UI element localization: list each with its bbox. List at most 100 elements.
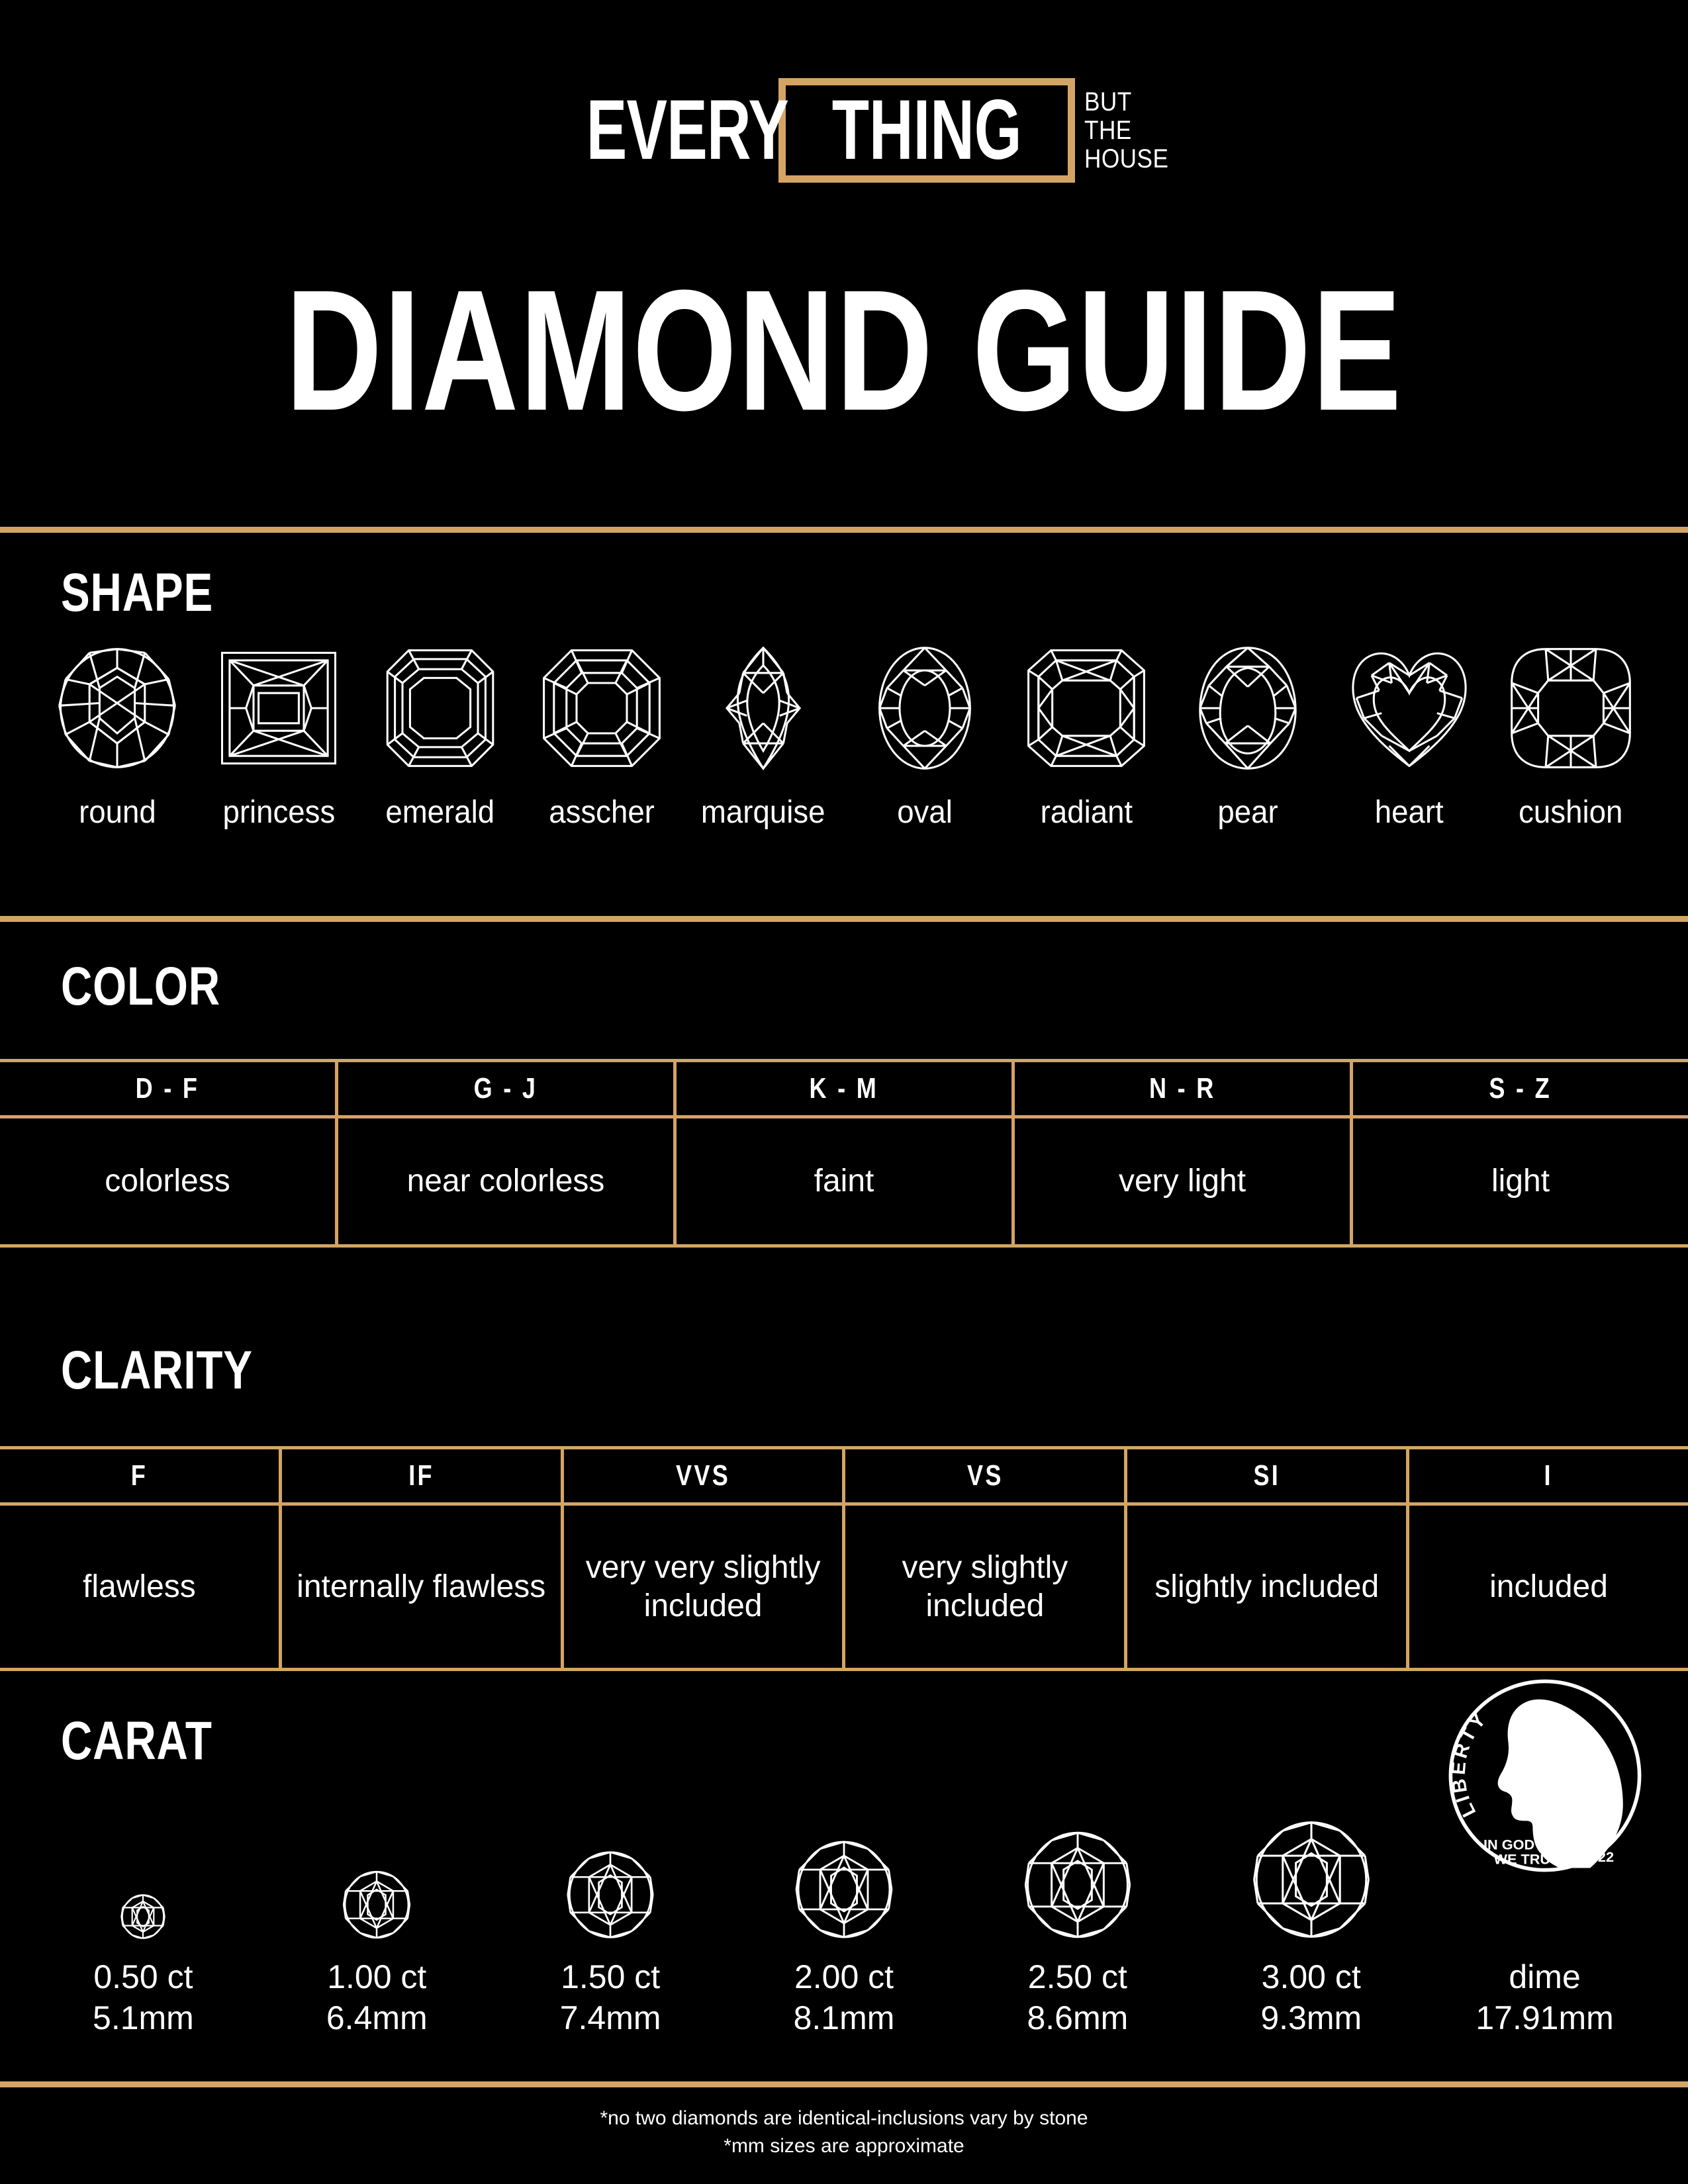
clarity-description-cell: included <box>1406 1506 1688 1668</box>
shape-row: round princess <box>36 642 1652 829</box>
round-brilliant-icon <box>120 1894 166 1939</box>
color-description-cell: very light <box>1011 1118 1350 1244</box>
carat-weight: dime <box>1509 1958 1581 1995</box>
color-table-body-row: colorless near colorless faint very ligh… <box>0 1118 1688 1244</box>
carat-weight: 1.00 ct <box>327 1958 427 1995</box>
carat-weight: 2.50 ct <box>1027 1958 1127 1995</box>
clarity-table-mid-line <box>0 1502 1688 1506</box>
clarity-description-cell: slightly included <box>1124 1506 1406 1668</box>
section-heading-carat-text: CARAT <box>61 1711 212 1771</box>
footer-note-1: *no two diamonds are identical-inclusion… <box>600 2107 1088 2129</box>
shape-label: marquise <box>701 795 825 830</box>
carat-size: 8.6mm <box>1027 1999 1129 2036</box>
clarity-grade-header: F <box>130 1459 148 1492</box>
divider-shape-top <box>0 527 1688 533</box>
dime-year: 2022 <box>1581 1848 1613 1865</box>
carat-weight: 2.00 ct <box>794 1958 894 1995</box>
clarity-grade-header: IF <box>278 1449 561 1502</box>
color-description-cell: near colorless <box>335 1118 673 1244</box>
carat-item: 1.00 ct 6.4mm <box>260 1721 494 2038</box>
shape-item-pear: pear <box>1167 642 1329 829</box>
section-heading-color-text: COLOR <box>61 956 220 1017</box>
color-table-bottom-line <box>0 1244 1688 1248</box>
logo-tagline: BUT THE HOUSE <box>1084 87 1169 173</box>
shape-item-round: round <box>36 642 198 829</box>
shape-item-princess: princess <box>198 642 359 829</box>
emerald-diamond-icon <box>386 649 494 767</box>
divider-footer-top <box>0 2081 1688 2087</box>
color-grade-header: G - J <box>335 1062 673 1115</box>
clarity-grade-header: SI <box>1124 1449 1406 1502</box>
clarity-description-cell: flawless <box>83 1569 196 1604</box>
clarity-description-cell: internally flawless <box>278 1506 561 1668</box>
carat-item: 2.00 ct 8.1mm <box>727 1721 961 2038</box>
round-brilliant-icon <box>343 1870 411 1939</box>
carat-size: 8.1mm <box>793 1999 895 2036</box>
dime-motto-line1: IN GOD <box>1483 1837 1534 1853</box>
logo-tagline-house: HOUSE <box>1084 144 1169 173</box>
shape-item-emerald: emerald <box>359 642 521 829</box>
round-brilliant-icon <box>1024 1831 1131 1938</box>
carat-size: 5.1mm <box>93 1999 194 2036</box>
shape-item-heart: heart <box>1329 642 1490 829</box>
color-grade-header: K - M <box>673 1062 1011 1115</box>
carat-item: 1.50 ct 7.4mm <box>494 1721 727 2038</box>
section-heading-shape-text: SHAPE <box>61 563 214 623</box>
shape-label: pear <box>1217 795 1278 830</box>
color-grade-header: N - R <box>1011 1062 1350 1115</box>
color-table-top-line <box>0 1059 1688 1062</box>
pear-diamond-icon <box>1199 647 1297 770</box>
carat-size: 6.4mm <box>326 1999 428 2036</box>
shape-item-oval: oval <box>844 642 1006 829</box>
shape-label: cushion <box>1519 795 1623 830</box>
shape-item-asscher: asscher <box>521 642 682 829</box>
color-table-header-row: D - F G - J K - M N - R S - Z <box>0 1062 1688 1115</box>
svg-text:LIBERTY: LIBERTY <box>1447 1707 1491 1821</box>
shape-label: round <box>78 795 156 830</box>
section-heading-carat: CARAT <box>61 1714 250 1768</box>
carat-item: 0.50 ct 5.1mm <box>26 1721 260 2038</box>
carat-weight: 1.50 ct <box>561 1958 661 1995</box>
carat-item-dime: LIBERTY IN GOD WE TRUST 2022 dime 17.91m… <box>1428 1679 1662 2038</box>
round-brilliant-icon <box>567 1851 654 1938</box>
shape-label: asscher <box>549 795 655 830</box>
section-heading-clarity-text: CLARITY <box>61 1340 253 1400</box>
carat-item: 3.00 ct 9.3mm <box>1194 1721 1428 2038</box>
shape-item-marquise: marquise <box>682 642 844 829</box>
round-brilliant-icon <box>795 1841 893 1938</box>
divider-color-top <box>0 916 1688 922</box>
page-title-text: DIAMOND GUIDE <box>285 255 1403 447</box>
oval-diamond-icon <box>878 647 971 770</box>
shape-label: princess <box>222 795 335 830</box>
carat-size: 9.3mm <box>1260 1999 1362 2036</box>
brand-logo: EVERY THING BUT THE HOUSE <box>0 78 1688 183</box>
carat-size: 7.4mm <box>559 1999 661 2036</box>
logo-tagline-but: BUT <box>1084 87 1132 116</box>
logo-accent-box: THING <box>778 78 1075 183</box>
color-grade-header: D - F <box>135 1072 200 1105</box>
cushion-diamond-icon <box>1511 648 1631 768</box>
clarity-table-top-line <box>0 1446 1688 1449</box>
page-title: DIAMOND GUIDE <box>0 265 1688 437</box>
color-table: D - F G - J K - M N - R S - Z colorless … <box>0 1059 1688 1248</box>
section-heading-color: COLOR <box>61 960 260 1014</box>
shape-item-radiant: radiant <box>1006 642 1167 829</box>
dime-motto-line2: WE TRUST <box>1493 1850 1569 1867</box>
shape-label: emerald <box>385 795 495 830</box>
carat-size: 17.91mm <box>1476 1999 1614 2036</box>
radiant-diamond-icon <box>1027 649 1145 767</box>
logo-tagline-the: THE <box>1084 115 1132 145</box>
clarity-grade-header: VS <box>842 1449 1124 1502</box>
round-brilliant-icon <box>1252 1821 1370 1938</box>
clarity-table-header-row: F IF VVS VS SI I <box>0 1449 1688 1502</box>
clarity-grade-header: I <box>1406 1449 1688 1502</box>
footer-notes: *no two diamonds are identical-inclusion… <box>0 2105 1688 2160</box>
carat-weight: 0.50 ct <box>93 1958 193 1995</box>
marquise-diamond-icon <box>725 646 802 771</box>
clarity-description-cell: very very slightly included <box>560 1506 843 1668</box>
logo-word-thing: THING <box>831 83 1022 177</box>
footer-note-2: *mm sizes are approximate <box>724 2135 964 2157</box>
color-description-cell: faint <box>673 1118 1011 1244</box>
section-heading-shape: SHAPE <box>61 566 252 620</box>
